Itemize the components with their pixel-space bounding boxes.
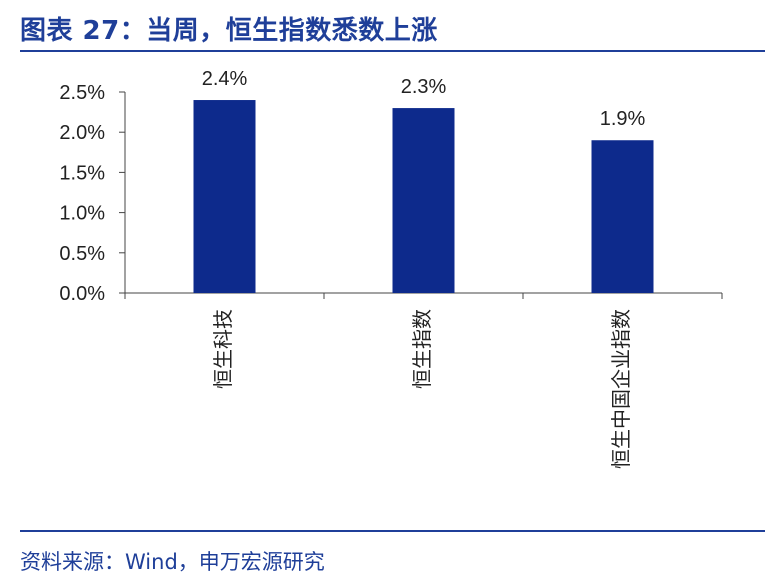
y-tick-label: 0.0%: [59, 283, 105, 305]
x-axis-ticks: [124, 293, 723, 299]
source-note: 资料来源：Wind，申万宏源研究: [20, 550, 325, 574]
y-tick-label: 1.5%: [59, 162, 105, 184]
y-tick-label: 0.5%: [59, 243, 105, 265]
bar-chart: 0.0% 0.5% 1.0% 1.5% 2.0% 2.5% 2.4% 2.3% 1.9% 恒生…: [59, 68, 723, 469]
bar-value-label: 2.4%: [202, 68, 248, 90]
title-divider: [20, 50, 765, 52]
footer-divider: [20, 530, 765, 532]
y-axis-ticks: 0.0% 0.5% 1.0% 1.5% 2.0% 2.5%: [59, 82, 125, 305]
category-label: 恒生科技: [212, 309, 235, 389]
category-labels: 恒生科技 恒生指数 恒生中国企业指数: [212, 309, 633, 469]
category-label: 恒生指数: [411, 309, 434, 389]
y-tick-label: 1.0%: [59, 203, 105, 225]
y-tick-label: 2.5%: [59, 82, 105, 104]
y-tick-label: 2.0%: [59, 122, 105, 144]
chart-title: 图表 27：当周，恒生指数悉数上涨: [20, 16, 438, 46]
bars: [193, 100, 654, 293]
bar-value-label: 1.9%: [600, 108, 646, 130]
bar: [193, 100, 256, 293]
category-label: 恒生中国企业指数: [610, 309, 633, 469]
bar-value-label: 2.3%: [401, 76, 447, 98]
bar: [392, 108, 455, 293]
value-labels: 2.4% 2.3% 1.9%: [202, 68, 646, 130]
bar: [591, 140, 654, 293]
